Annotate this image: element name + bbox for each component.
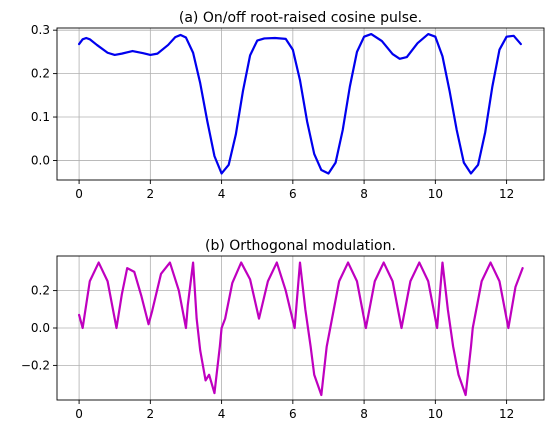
y-tick-label: 0.1 (31, 110, 50, 124)
series-line (77, 261, 524, 397)
x-tick-label: 6 (289, 187, 297, 201)
x-tick-label: 2 (147, 187, 155, 201)
x-tick-label: 8 (360, 407, 368, 421)
y-tick-label: 0.0 (31, 153, 50, 167)
y-tick-label: 0.3 (31, 23, 50, 37)
chart-title: (b) Orthogonal modulation. (205, 238, 396, 254)
x-tick-label: 2 (147, 407, 155, 421)
x-tick-label: 4 (218, 407, 226, 421)
chart-panel-a: 0 2 4 6 8 10 12 0.0 0.1 0.2 0.3 (a) On/off root-rai… (31, 10, 545, 201)
y-tick-label: 0.2 (31, 67, 50, 81)
x-tick-label: 6 (289, 407, 297, 421)
x-tick-label: 10 (428, 407, 443, 421)
x-tick-label: 8 (360, 187, 368, 201)
x-tick-label: 12 (499, 187, 514, 201)
y-tick-label: −0.2 (21, 358, 50, 372)
series-line (77, 32, 522, 175)
x-tick-label: 0 (75, 407, 83, 421)
chart-panel-b: 0 2 4 6 8 10 12 −0.2 0.0 0.2 (b) Orthogonal modula… (21, 238, 545, 421)
x-tick-label: 10 (428, 187, 443, 201)
plot-frame (56, 27, 545, 181)
y-tick-label: 0.2 (31, 284, 50, 298)
x-tick-label: 4 (218, 187, 226, 201)
chart-title: (a) On/off root-raised cosine pulse. (179, 10, 422, 26)
x-tick-label: 0 (75, 187, 83, 201)
x-tick-label: 12 (499, 407, 514, 421)
y-tick-label: 0.0 (31, 321, 50, 335)
